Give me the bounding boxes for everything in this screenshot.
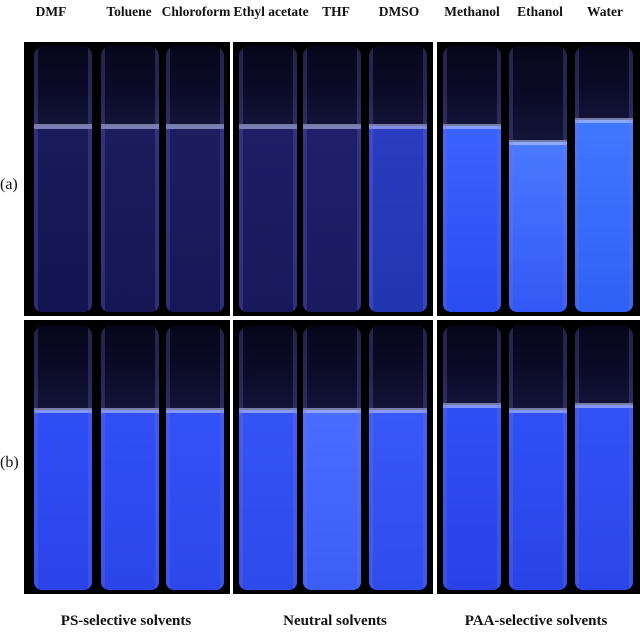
- vial-ethyl-acetate-b: [239, 326, 297, 590]
- photo-panel-a-paa: [437, 42, 640, 316]
- vial-dmf-b: [34, 326, 92, 590]
- vial-water-a: [575, 46, 633, 312]
- vial-dmf-a: [34, 46, 92, 312]
- vial-dmso-b: [369, 326, 427, 590]
- solvent-label-dmf: DMF: [35, 4, 67, 19]
- vial-methanol-b: [443, 326, 501, 590]
- photo-panel-a-ps: [24, 42, 230, 316]
- vial-dmso-a: [369, 46, 427, 312]
- vial-chloroform-a: [166, 46, 224, 312]
- vial-methanol-a: [443, 46, 501, 312]
- solvent-label-thf: THF: [322, 4, 350, 19]
- solvent-label-water: Water: [587, 4, 623, 19]
- photo-panel-b-paa: [437, 320, 640, 594]
- photo-panel-b-neutral: [233, 320, 433, 594]
- group-label-paa-selective: PAA-selective solvents: [464, 613, 608, 629]
- vial-ethanol-a: [509, 46, 567, 312]
- solvent-label-methanol: Methanol: [444, 4, 500, 19]
- solvent-label-dmso: DMSO: [378, 4, 420, 19]
- solvent-label-ethanol: Ethanol: [517, 4, 563, 19]
- vial-water-b: [575, 326, 633, 590]
- photo-panel-a-neutral: [233, 42, 433, 316]
- vial-thf-b: [303, 326, 361, 590]
- vial-toluene-b: [101, 326, 159, 590]
- photo-panel-b-ps: [24, 320, 230, 594]
- vial-chloroform-b: [166, 326, 224, 590]
- vial-toluene-a: [101, 46, 159, 312]
- row-label-a: (a): [0, 176, 18, 193]
- solvent-label-toluene: Toluene: [106, 4, 152, 19]
- solvent-label-chloroform: Chloroform: [161, 4, 231, 19]
- row-label-b: (b): [0, 454, 19, 471]
- group-label-ps-selective: PS-selective solvents: [60, 613, 192, 629]
- group-label-neutral: Neutral solvents: [283, 613, 387, 629]
- vial-ethanol-b: [509, 326, 567, 590]
- solvent-label-ethyl-acetate: Ethyl acetate: [233, 4, 309, 19]
- vial-ethyl-acetate-a: [239, 46, 297, 312]
- vial-thf-a: [303, 46, 361, 312]
